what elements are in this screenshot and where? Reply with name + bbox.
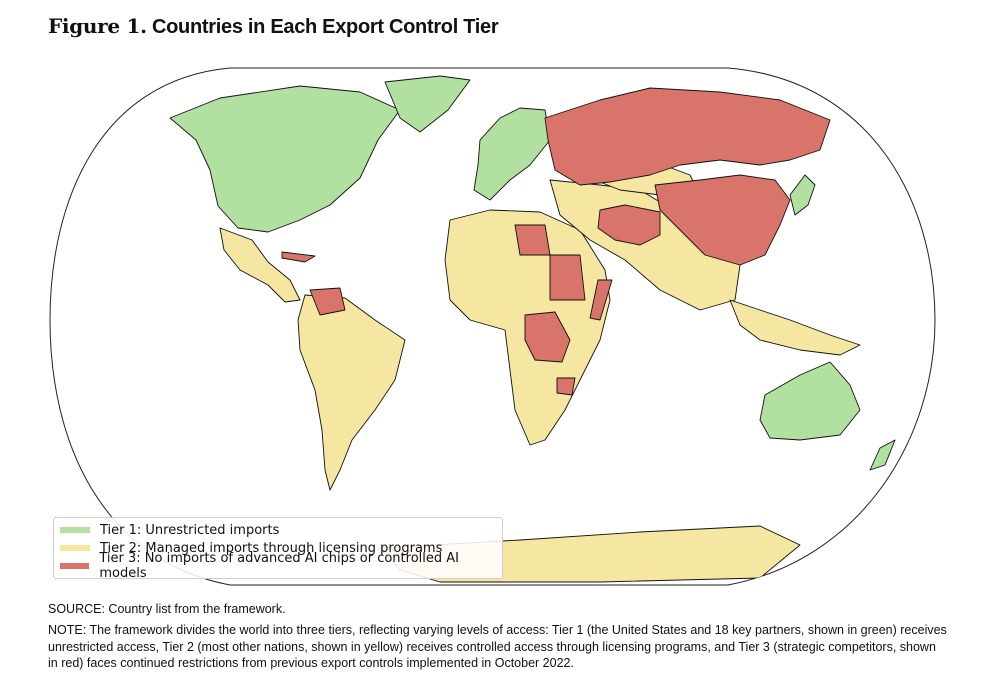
legend-swatch-tier3 (60, 563, 90, 569)
region-china (654, 174, 791, 266)
figure-number: Figure 1. (48, 14, 147, 38)
region-new-zealand (869, 439, 896, 471)
legend-item-tier3: Tier 3: No imports of advanced AI chips … (60, 551, 502, 581)
legend-label-tier3: Tier 3: No imports of advanced AI chips … (99, 551, 459, 581)
legend-swatch-tier1 (60, 527, 90, 533)
region-cuba (281, 251, 316, 263)
legend-swatch-tier2 (60, 545, 90, 551)
region-south-america (297, 294, 406, 491)
legend-item-tier1: Tier 1: Unrestricted imports (60, 521, 279, 539)
legend-label-tier1: Tier 1: Unrestricted imports (100, 522, 280, 538)
figure-title: Figure 1. Countries in Each Export Contr… (48, 14, 499, 39)
legend-item-tier2: Tier 2: Managed imports through licensin… (60, 539, 442, 557)
region-sudan (549, 254, 586, 301)
source-note: SOURCE: Country list from the framework. (48, 602, 286, 616)
region-north-america (169, 85, 401, 233)
region-japan (789, 174, 816, 216)
region-australia (759, 361, 861, 441)
region-libya (514, 224, 551, 256)
region-central-america (219, 227, 301, 303)
region-somalia (589, 279, 613, 321)
legend: Tier 1: Unrestricted imports Tier 2: Man… (53, 517, 503, 581)
region-iran-afghanistan (597, 204, 661, 246)
world-map: .t1 { fill: #b2e0a0; } .t2 { fill: #f5e6… (49, 67, 936, 586)
region-southeast-asia (729, 299, 861, 356)
region-russia (544, 87, 831, 186)
legend-label-tier2: Tier 2: Managed imports through licensin… (100, 540, 443, 556)
figure-title-text: Countries in Each Export Control Tier (152, 16, 499, 38)
footnote: NOTE: The framework divides the world in… (48, 623, 947, 670)
region-drc (524, 311, 571, 363)
region-greenland (384, 75, 471, 133)
region-zimbabwe (556, 377, 576, 396)
region-venezuela (309, 287, 346, 316)
region-western-europe (473, 107, 551, 201)
